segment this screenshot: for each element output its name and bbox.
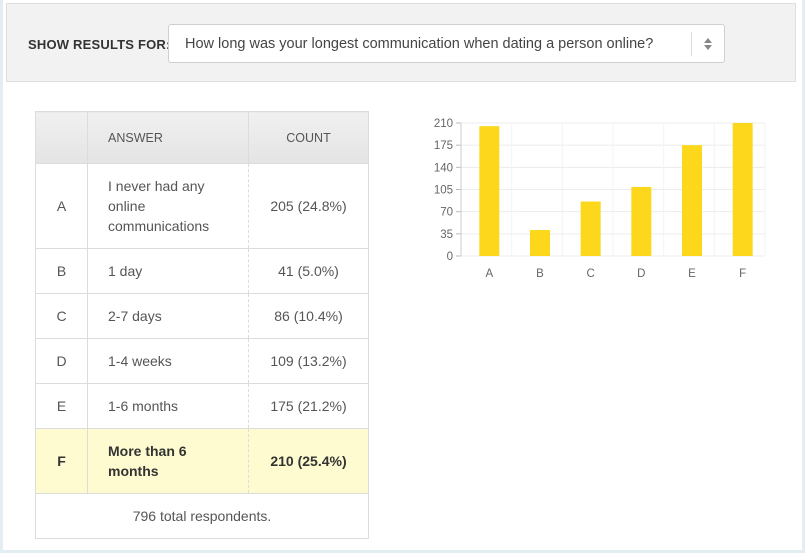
row-count: 109 (13.2%) (248, 338, 369, 384)
row-answer: More than 6 months (87, 428, 249, 494)
select-divider (691, 32, 692, 56)
row-answer: 1-4 weeks (87, 338, 249, 384)
bar-b (530, 230, 550, 256)
table-row: B 1 day 41 (5.0%) (35, 248, 369, 294)
table-row: D 1-4 weeks 109 (13.2%) (35, 338, 369, 384)
row-answer: I never had any online communications (87, 163, 249, 249)
table-row: A I never had any online communications … (35, 163, 369, 249)
question-select[interactable]: How long was your longest communication … (168, 24, 725, 63)
row-count: 205 (24.8%) (248, 163, 369, 249)
y-tick-label: 210 (434, 118, 453, 130)
x-tick-label: D (637, 268, 645, 280)
table-header-row: ANSWER COUNT (35, 111, 369, 164)
y-tick-label: 105 (434, 185, 453, 197)
row-letter: A (35, 163, 88, 249)
header-letter (35, 111, 88, 164)
y-tick-label: 140 (434, 162, 453, 174)
row-letter: D (35, 338, 88, 384)
total-row: 796 total respondents. (35, 493, 369, 539)
results-table: ANSWER COUNT A I never had any online co… (35, 111, 369, 539)
row-count: 210 (25.4%) (248, 428, 369, 494)
filter-label: SHOW RESULTS FOR: (28, 37, 171, 52)
header-answer: ANSWER (87, 111, 249, 164)
row-count: 41 (5.0%) (248, 248, 369, 294)
x-tick-label: A (485, 268, 493, 280)
bar-f (732, 123, 753, 256)
table-row-highlighted: F More than 6 months 210 (25.4%) (35, 428, 369, 494)
x-tick-label: F (739, 268, 746, 280)
row-letter: B (35, 248, 88, 294)
x-tick-label: C (587, 268, 595, 280)
row-letter: F (35, 428, 88, 494)
row-count: 86 (10.4%) (248, 293, 369, 339)
question-select-value: How long was your longest communication … (185, 36, 654, 52)
x-tick-label: E (688, 268, 696, 280)
y-tick-label: 175 (434, 140, 453, 152)
up-down-arrows-icon[interactable] (700, 35, 716, 53)
x-tick-label: B (536, 268, 544, 280)
table-row: E 1-6 months 175 (21.2%) (35, 383, 369, 429)
bar-e (682, 145, 702, 256)
row-letter: E (35, 383, 88, 429)
bar-c (580, 201, 601, 256)
row-answer: 2-7 days (87, 293, 249, 339)
bar-a (479, 126, 500, 257)
y-tick-label: 35 (440, 229, 453, 241)
header-count: COUNT (248, 111, 369, 164)
row-letter: C (35, 293, 88, 339)
row-answer: 1 day (87, 248, 249, 294)
row-answer: 1-6 months (87, 383, 249, 429)
total-respondents: 796 total respondents. (35, 493, 369, 539)
filter-bar: SHOW RESULTS FOR: How long was your long… (6, 3, 796, 82)
y-tick-label: 70 (440, 207, 453, 219)
bar-d (631, 186, 652, 256)
results-bar-chart: 0 35 70 105 140 175 210 A B C D E F (434, 118, 766, 280)
row-count: 175 (21.2%) (248, 383, 369, 429)
y-tick-label: 0 (447, 251, 453, 263)
table-row: C 2-7 days 86 (10.4%) (35, 293, 369, 339)
